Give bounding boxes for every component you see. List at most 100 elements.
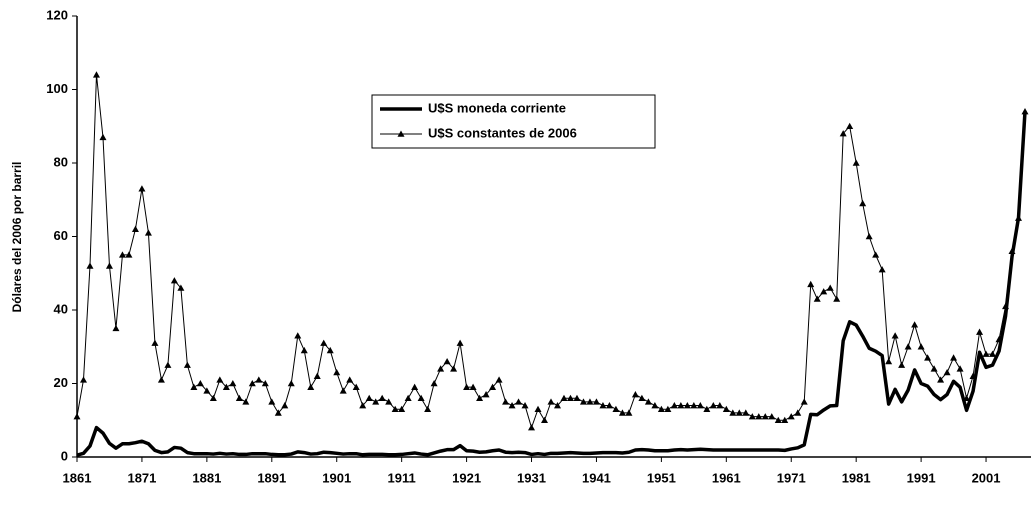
point-marker [248, 380, 256, 387]
point-marker [553, 402, 561, 409]
point-marker [852, 159, 860, 166]
point-marker [476, 394, 484, 401]
point-marker [157, 376, 165, 383]
point-marker [352, 383, 360, 390]
point-marker [696, 402, 704, 409]
point-marker [826, 284, 834, 291]
point-marker [430, 380, 438, 387]
x-tick-label: 1931 [517, 470, 546, 485]
point-marker [560, 394, 568, 401]
point-marker [605, 402, 613, 409]
legend-label: U$S moneda corriente [428, 100, 566, 115]
point-marker [716, 402, 724, 409]
point-marker [670, 402, 678, 409]
point-marker [268, 398, 276, 405]
legend-marker [397, 130, 405, 137]
point-marker [768, 413, 776, 420]
point-marker [320, 339, 328, 346]
point-marker [73, 413, 81, 420]
point-marker [528, 424, 536, 431]
point-marker [326, 346, 334, 354]
point-marker [865, 233, 873, 240]
point-marker [209, 394, 217, 401]
point-marker [424, 405, 432, 413]
point-marker [378, 394, 386, 401]
point-marker [638, 394, 646, 401]
series-line [76, 111, 1027, 457]
point-marker [735, 409, 743, 416]
point-marker [703, 405, 711, 413]
point-marker [222, 383, 230, 390]
point-marker [86, 262, 94, 269]
point-marker [502, 398, 510, 405]
point-marker [618, 409, 626, 416]
point-marker [664, 405, 672, 413]
point-marker [566, 394, 574, 401]
point-marker [177, 284, 185, 291]
point-marker [904, 343, 912, 350]
point-marker [976, 328, 984, 335]
point-marker [1021, 108, 1029, 115]
point-marker [969, 372, 977, 379]
point-marker [729, 409, 737, 416]
point-marker [398, 405, 406, 413]
point-marker [937, 376, 945, 383]
point-marker [579, 398, 587, 405]
point-marker [313, 372, 321, 379]
point-marker [235, 394, 243, 401]
point-marker [105, 262, 113, 269]
point-marker [346, 376, 354, 383]
point-marker [118, 251, 126, 258]
point-marker [203, 387, 211, 394]
point-marker [846, 122, 854, 130]
point-marker [657, 405, 665, 413]
x-tick-label: 1951 [647, 470, 676, 485]
point-marker [995, 335, 1003, 343]
point-marker [437, 365, 445, 372]
point-marker [495, 376, 503, 383]
point-marker [787, 413, 795, 420]
point-marker [365, 394, 373, 401]
x-tick-label: 2001 [972, 470, 1001, 485]
point-marker [515, 398, 523, 405]
point-marker [872, 251, 880, 258]
point-marker [722, 405, 730, 413]
point-marker [125, 251, 133, 258]
point-marker [683, 402, 691, 409]
point-marker [794, 409, 802, 416]
point-marker [489, 383, 497, 390]
point-marker [755, 413, 763, 420]
point-marker [534, 405, 542, 413]
x-tick-label: 1941 [582, 470, 611, 485]
point-marker [196, 380, 204, 387]
y-axis-label: Dólares del 2006 por barril [10, 162, 24, 313]
point-marker [963, 394, 971, 401]
point-marker [281, 402, 289, 409]
point-marker [190, 383, 198, 390]
point-marker [404, 394, 412, 401]
point-marker [911, 321, 919, 328]
x-tick-label: 1971 [777, 470, 806, 485]
point-marker [573, 394, 581, 401]
y-tick-label: 40 [54, 301, 68, 316]
point-marker [885, 357, 893, 365]
y-tick-label: 0 [61, 448, 68, 463]
point-marker [807, 280, 815, 288]
point-marker [586, 398, 594, 405]
point-marker [144, 229, 152, 236]
y-tick-label: 60 [54, 228, 68, 243]
point-marker [820, 288, 828, 295]
point-marker [287, 380, 295, 387]
point-marker [391, 405, 399, 413]
point-marker [541, 416, 549, 424]
point-marker [924, 354, 932, 361]
point-marker [644, 398, 652, 405]
point-marker [508, 402, 516, 409]
point-marker [1015, 214, 1023, 221]
point-marker [151, 339, 159, 346]
point-marker [592, 398, 600, 405]
x-tick-label: 1991 [907, 470, 936, 485]
point-marker [599, 402, 607, 409]
point-marker [742, 409, 750, 416]
